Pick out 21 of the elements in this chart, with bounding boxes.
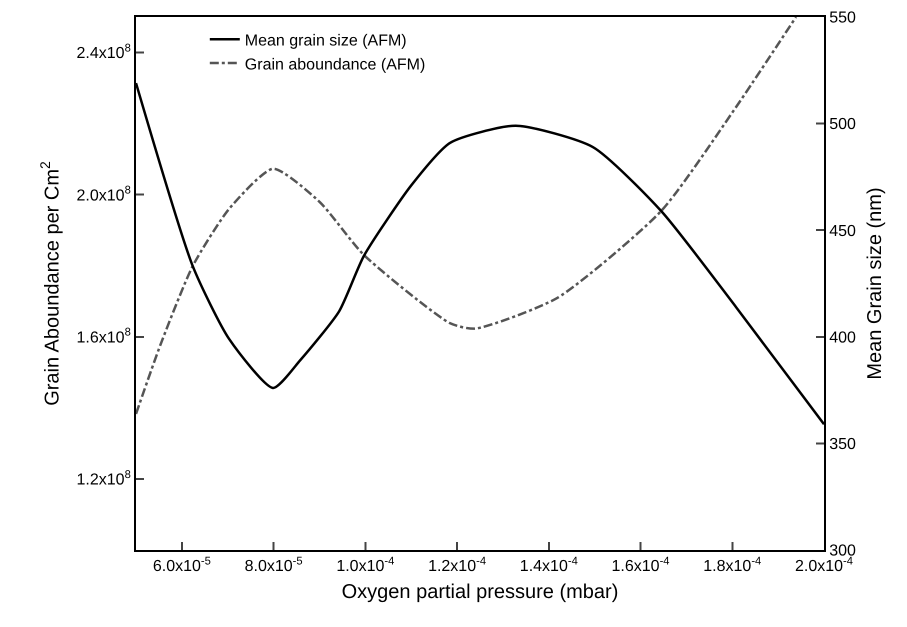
x-tick-label: 8.0x10$^{-5}$ bbox=[244, 555, 303, 576]
line-series bbox=[136, 17, 798, 416]
x-tick-label: 1.6x10$^{-4}$ bbox=[612, 555, 670, 576]
x-tick-label: 1.4x10$^{-4}$ bbox=[520, 555, 578, 576]
x-tick-label: 1.2x10$^{-4}$ bbox=[428, 555, 486, 576]
y2-tick-label: 500 bbox=[829, 116, 856, 134]
legend-label: Grain aboundance (AFM) bbox=[244, 56, 426, 74]
y-tick-label: 2.4x10$^{8}$ bbox=[76, 42, 131, 62]
x-tick-label: 1.8x10$^{-4}$ bbox=[703, 555, 762, 576]
y2-tick-label: 400 bbox=[829, 329, 856, 346]
x-tick-label: 1.0x10$^{-4}$ bbox=[336, 555, 394, 576]
y2-axis-title: Mean Grain size (nm) bbox=[864, 187, 886, 380]
legend-label: Mean grain size (AFM) bbox=[244, 32, 407, 50]
x-tick-label: 6.0x10$^{-5}$ bbox=[152, 555, 211, 576]
y-tick-label: 1.6x10$^{8}$ bbox=[76, 326, 131, 346]
x-axis-title: Oxygen partial pressure (mbar) bbox=[342, 581, 618, 604]
y2-tick-label: 550 bbox=[829, 10, 856, 27]
y2-tick-label: 450 bbox=[829, 222, 856, 240]
y-tick-label: 2.0x10$^{8}$ bbox=[76, 184, 131, 204]
y2-tick-label: 350 bbox=[829, 436, 856, 453]
y-tick-label: 1.2x10$^{8}$ bbox=[76, 468, 131, 489]
